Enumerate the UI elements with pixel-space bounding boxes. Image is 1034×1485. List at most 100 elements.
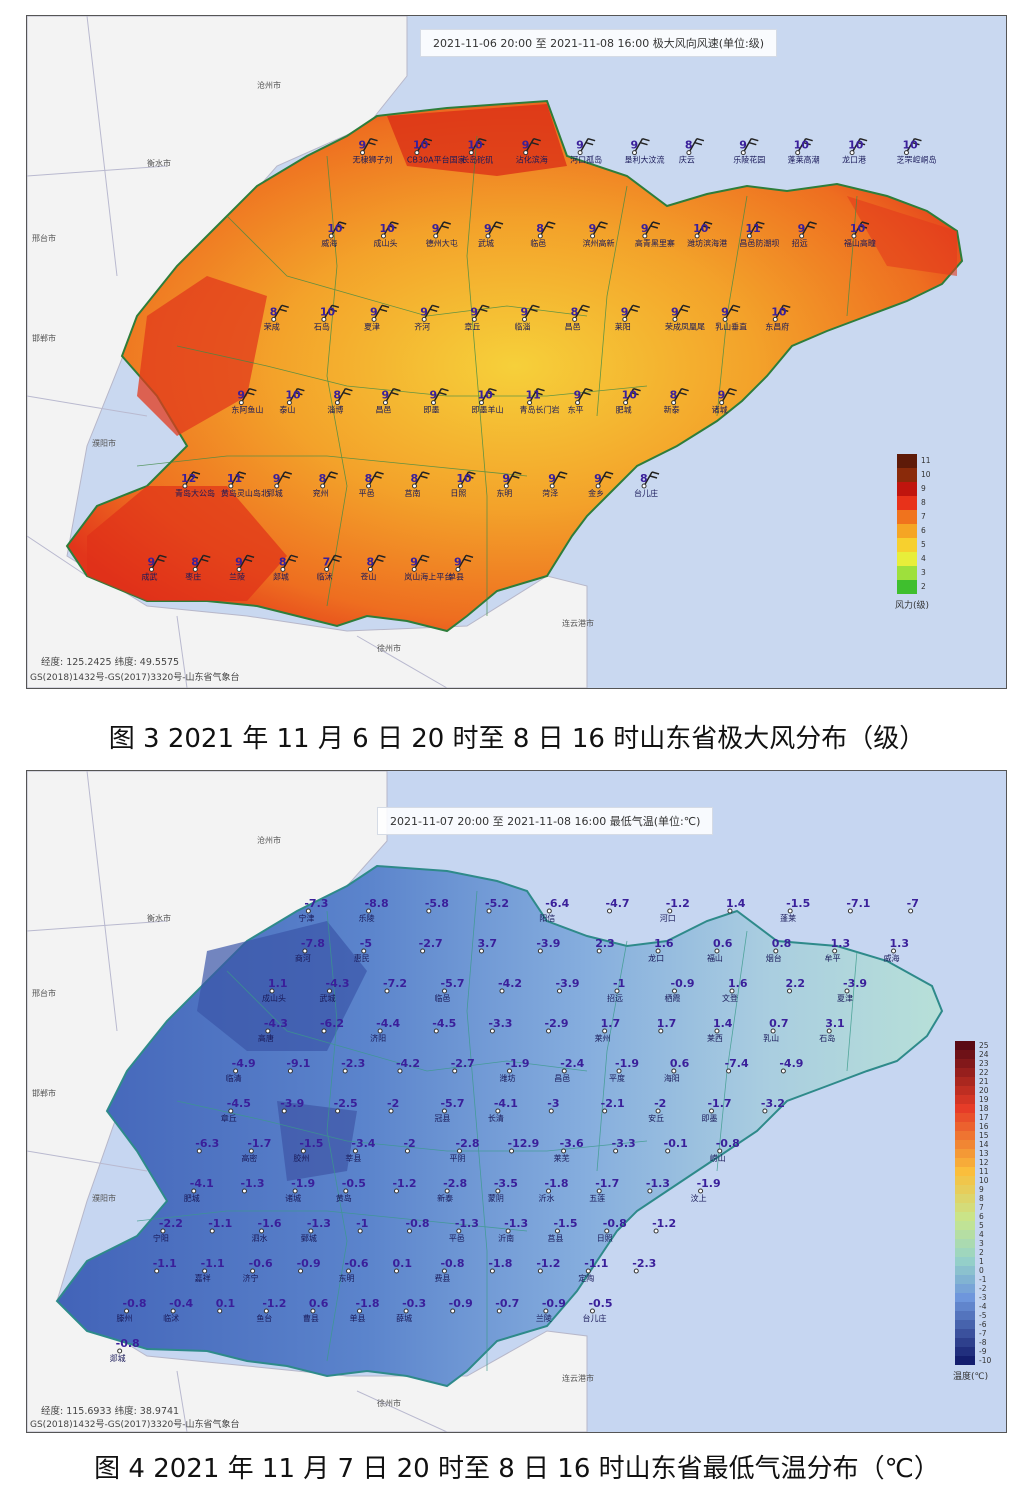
station-marker[interactable]: -6.4 阳信 [539,897,569,923]
station-marker[interactable]: 9 昌邑 [375,387,401,415]
station-marker[interactable]: -2.4 昌邑 [554,1057,584,1083]
station-marker[interactable]: -2.9 [545,1017,569,1034]
station-marker[interactable]: 8 淄博 [327,387,353,415]
station-marker[interactable]: 9 夏津 [364,304,390,331]
station-marker[interactable]: 9 乳山垂直 [715,304,747,331]
station-marker[interactable]: -5.2 [485,897,509,914]
station-marker[interactable]: -0.9 兰陵 [536,1297,566,1323]
station-marker[interactable]: 9 即墨 [423,387,449,415]
station-marker[interactable]: 1.7 [657,1017,677,1034]
station-marker[interactable]: 1.7 莱州 [595,1017,621,1043]
station-marker[interactable]: 9 德州大屯 [426,221,458,248]
station-marker[interactable]: -3.3 [488,1017,512,1034]
station-marker[interactable]: 12 青岛大公岛 [175,471,215,498]
station-marker[interactable]: 9 金乡 [588,471,614,498]
station-marker[interactable]: -0.3 薛城 [396,1297,426,1323]
station-marker[interactable]: -1.7 高密 [241,1137,271,1163]
station-marker[interactable]: 9 乐陵花园 [733,137,765,165]
station-marker[interactable]: 10 蓬莱高潮 [788,137,820,165]
station-marker[interactable]: 9 滨州高新 [583,221,615,248]
station-marker[interactable]: -6.2 [320,1017,344,1034]
station-marker[interactable]: 8 苍山 [360,554,386,581]
station-marker[interactable]: -1.8 单县 [350,1297,380,1323]
station-marker[interactable]: 9 东阿鱼山 [231,387,263,415]
station-marker[interactable]: -0.9 栖霞 [665,977,695,1003]
station-marker[interactable]: -1.6 泗水 [252,1217,282,1243]
station-marker[interactable]: -1.8 [488,1257,512,1274]
station-marker[interactable]: 11 黄岛灵山岛北 [221,471,269,498]
station-marker[interactable]: -1.8 沂水 [539,1177,569,1203]
station-marker[interactable]: -4.1 长清 [488,1097,518,1123]
station-marker[interactable]: -0.5 黄岛 [336,1177,366,1203]
station-marker[interactable]: -7.2 [383,977,407,994]
station-marker[interactable]: 8 荣成 [264,304,289,331]
station-marker[interactable]: -7.3 宁津 [298,897,328,923]
station-marker[interactable]: -1.2 [392,1177,417,1194]
station-marker[interactable]: -5 惠民 [354,937,372,963]
station-marker[interactable]: -4.9 [779,1057,803,1074]
station-marker[interactable]: 8 郯城 [273,554,299,581]
station-marker[interactable]: -9.1 [286,1057,310,1074]
station-marker[interactable]: -0.1 [664,1137,688,1154]
station-marker[interactable]: -1.7 五莲 [589,1177,619,1203]
station-marker[interactable]: 10 石岛 [314,304,340,331]
station-marker[interactable]: -2.8 平阴 [450,1137,480,1163]
station-marker[interactable]: -1.3 沂南 [498,1217,528,1243]
station-marker[interactable]: 8 台儿庄 [634,471,660,498]
station-marker[interactable]: -2 安丘 [648,1097,666,1123]
station-marker[interactable]: 10 长岛砣矶 [461,137,493,165]
station-marker[interactable]: -1.2 鱼台 [256,1297,286,1323]
station-marker[interactable]: 0.6 福山 [707,937,733,963]
station-marker[interactable]: 0.1 [216,1297,236,1314]
station-marker[interactable]: 9 无棣狮子刘 [353,137,393,165]
station-marker[interactable]: -7.1 [846,897,870,914]
station-marker[interactable]: -1.5 蓬莱 [780,897,810,923]
station-marker[interactable]: 0.8 烟台 [766,937,792,963]
station-marker[interactable]: 9 武城 [478,221,504,248]
station-marker[interactable]: -3.9 [280,1097,304,1114]
station-marker[interactable]: -0.8 [406,1217,430,1234]
station-marker[interactable]: -4.4 济阳 [370,1017,400,1043]
station-marker[interactable]: 10 东昌府 [765,304,791,331]
station-marker[interactable]: -2.3 [632,1257,656,1274]
station-marker[interactable]: 8 昌邑 [565,304,590,331]
station-marker[interactable]: -7 [907,897,919,914]
station-marker[interactable]: -2.3 [341,1057,365,1074]
station-marker[interactable]: 9 东明 [496,471,522,498]
station-marker[interactable]: -2 [403,1137,416,1154]
station-marker[interactable]: -2.7 [451,1057,475,1074]
station-marker[interactable]: 10 芝罘崆峒岛 [896,137,936,165]
station-marker[interactable]: 9 河口孤岛 [570,137,602,165]
station-marker[interactable]: 10 日照 [450,471,476,498]
station-marker[interactable]: -0.9 [449,1297,473,1314]
station-marker[interactable]: -0.8 郯城 [110,1337,140,1363]
station-marker[interactable]: -4.5 章丘 [221,1097,251,1123]
station-marker[interactable]: 10 CB30A平台国家 [407,137,466,165]
station-marker[interactable]: -4.2 [396,1057,420,1074]
station-marker[interactable]: -1.3 [646,1177,670,1194]
station-marker[interactable]: -0.8 日照 [597,1217,627,1243]
station-marker[interactable]: -1.5 胶州 [293,1137,323,1163]
station-marker[interactable]: -1.2 [652,1217,676,1234]
station-marker[interactable]: -0.7 [495,1297,519,1314]
station-marker[interactable]: 9 诸城 [712,387,737,415]
station-marker[interactable]: -0.8 崂山 [710,1137,740,1163]
station-marker[interactable]: 9 荣成凤凰尾 [665,304,705,331]
station-marker[interactable]: -3 [547,1097,559,1114]
station-marker[interactable]: -5.7 临邑 [435,977,465,1003]
station-marker[interactable]: -2.7 [419,937,443,954]
station-marker[interactable]: 10 成山头 [373,221,399,248]
station-marker[interactable]: 10 威海 [321,221,347,248]
station-marker[interactable]: 9 莱阳 [615,304,641,331]
station-marker[interactable]: 8 新泰 [664,387,689,415]
station-marker[interactable]: 10 龙口港 [842,137,868,165]
station-marker[interactable]: -1.9 平度 [609,1057,639,1083]
station-marker[interactable]: -1 招远 [607,977,625,1003]
station-marker[interactable]: 0.1 [392,1257,412,1274]
station-marker[interactable]: -1.1 [208,1217,232,1234]
station-marker[interactable]: 9 兰陵 [229,554,255,581]
station-marker[interactable]: 8 枣庄 [185,554,211,581]
station-marker[interactable]: -1.1 嘉祥 [195,1257,225,1283]
station-marker[interactable]: 8 平邑 [359,471,384,498]
station-marker[interactable]: -1.9 汶上 [691,1177,721,1203]
